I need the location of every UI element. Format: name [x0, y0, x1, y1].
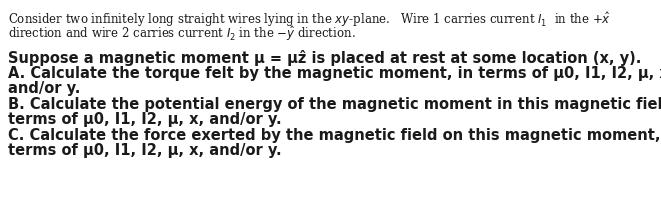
Text: Suppose a magnetic moment μ = μẑ is placed at rest at some location (x, y).: Suppose a magnetic moment μ = μẑ is pla…: [8, 50, 641, 66]
Text: A. Calculate the torque felt by the magnetic moment, in terms of μ0, I1, I2, μ, : A. Calculate the torque felt by the magn…: [8, 66, 661, 81]
Text: B. Calculate the potential energy of the magnetic moment in this magnetic field,: B. Calculate the potential energy of the…: [8, 97, 661, 112]
Text: terms of μ0, I1, I2, μ, x, and/or y.: terms of μ0, I1, I2, μ, x, and/or y.: [8, 112, 282, 127]
Text: direction and wire 2 carries current $I_2$ in the $-\hat{y}$ direction.: direction and wire 2 carries current $I_…: [8, 24, 356, 43]
Text: terms of μ0, I1, I2, μ, x, and/or y.: terms of μ0, I1, I2, μ, x, and/or y.: [8, 143, 282, 158]
Text: Consider two infinitely long straight wires lying in the $xy$-plane.   Wire 1 ca: Consider two infinitely long straight wi…: [8, 10, 611, 29]
Text: and/or y.: and/or y.: [8, 81, 81, 96]
Text: C. Calculate the force exerted by the magnetic field on this magnetic moment, in: C. Calculate the force exerted by the ma…: [8, 128, 661, 143]
